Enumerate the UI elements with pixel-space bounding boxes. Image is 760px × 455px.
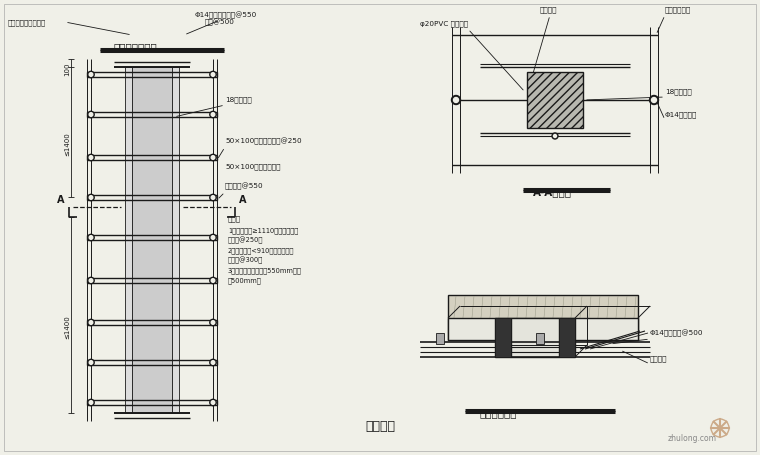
Text: ≤1400: ≤1400 — [64, 315, 70, 339]
Circle shape — [210, 154, 216, 161]
Text: A: A — [57, 195, 65, 205]
Circle shape — [89, 156, 93, 159]
Circle shape — [650, 96, 658, 105]
Circle shape — [553, 135, 556, 137]
Text: 撑木枋@250。: 撑木枋@250。 — [228, 237, 264, 244]
Circle shape — [88, 194, 94, 201]
Text: 钢管夹具@550: 钢管夹具@550 — [225, 182, 264, 190]
Text: 2、柱截面宽<910以下，柱模背: 2、柱截面宽<910以下，柱模背 — [228, 247, 294, 253]
Text: Φ14对拉螺栓竖向@550: Φ14对拉螺栓竖向@550 — [195, 12, 257, 20]
Text: 柱模立面大样图: 柱模立面大样图 — [114, 42, 158, 52]
Circle shape — [211, 73, 215, 76]
Text: φ20PVC 塑料套管: φ20PVC 塑料套管 — [420, 20, 468, 27]
Circle shape — [210, 234, 216, 241]
Circle shape — [210, 359, 216, 366]
Bar — [559, 318, 575, 357]
Text: 柱帽模板大样: 柱帽模板大样 — [480, 408, 518, 418]
Circle shape — [89, 279, 93, 282]
Text: Φ14对拉螺栓@500: Φ14对拉螺栓@500 — [650, 329, 704, 337]
Bar — [527, 72, 583, 128]
Bar — [172, 67, 179, 413]
Bar — [436, 333, 444, 344]
Circle shape — [89, 73, 93, 76]
Text: 50×100木枋（背楞）: 50×100木枋（背楞） — [225, 163, 280, 170]
Circle shape — [451, 96, 461, 105]
Text: 50×100木枋（背楞）@250: 50×100木枋（背楞）@250 — [225, 138, 302, 145]
Circle shape — [89, 236, 93, 239]
Circle shape — [88, 71, 94, 78]
Text: 钢管稳定支架: 钢管稳定支架 — [665, 6, 692, 13]
Text: A: A — [239, 195, 247, 205]
Bar — [448, 318, 638, 340]
Bar — [495, 318, 511, 357]
Circle shape — [210, 111, 216, 118]
Circle shape — [88, 277, 94, 284]
Circle shape — [210, 399, 216, 406]
Circle shape — [211, 361, 215, 364]
Circle shape — [88, 154, 94, 161]
Text: zhulong.com: zhulong.com — [668, 434, 717, 443]
Circle shape — [552, 133, 558, 139]
Circle shape — [211, 321, 215, 324]
Circle shape — [454, 97, 458, 102]
Bar — [132, 67, 172, 413]
Text: 撑木枋@300。: 撑木枋@300。 — [228, 257, 263, 264]
Text: 横向@500: 横向@500 — [205, 19, 235, 26]
Bar — [495, 318, 575, 357]
Bar — [448, 295, 638, 340]
Text: （图四）: （图四） — [365, 420, 395, 433]
Circle shape — [88, 359, 94, 366]
Circle shape — [210, 319, 216, 326]
Circle shape — [211, 236, 215, 239]
Circle shape — [89, 321, 93, 324]
Bar — [536, 333, 544, 344]
Circle shape — [211, 401, 215, 404]
Text: 注明：: 注明： — [228, 215, 241, 222]
Circle shape — [211, 196, 215, 199]
Circle shape — [88, 319, 94, 326]
Text: 红油漆涂上轴线标志: 红油漆涂上轴线标志 — [8, 19, 46, 25]
Bar — [125, 67, 132, 413]
Circle shape — [210, 71, 216, 78]
Text: ≤1400: ≤1400 — [64, 132, 70, 156]
Circle shape — [211, 279, 215, 282]
Text: 18厚九夹板: 18厚九夹板 — [665, 88, 692, 95]
Circle shape — [88, 399, 94, 406]
Text: A-A剖面图: A-A剖面图 — [533, 187, 572, 197]
Circle shape — [88, 234, 94, 241]
Text: Φ14对拉螺栓: Φ14对拉螺栓 — [665, 111, 698, 118]
Circle shape — [89, 196, 93, 199]
Circle shape — [210, 277, 216, 284]
Circle shape — [88, 111, 94, 118]
Text: 3、柱螺杆间距：竖向550mm；横: 3、柱螺杆间距：竖向550mm；横 — [228, 267, 302, 273]
Circle shape — [211, 156, 215, 159]
Circle shape — [211, 113, 215, 116]
Text: 1、柱截面宽≥1110以上，柱模背: 1、柱截面宽≥1110以上，柱模背 — [228, 227, 298, 233]
Text: 钢筋砼柱: 钢筋砼柱 — [540, 6, 558, 13]
Text: 钢管夹具: 钢管夹具 — [650, 355, 667, 362]
Text: 向500mm。: 向500mm。 — [228, 277, 261, 283]
Text: 100: 100 — [64, 63, 70, 76]
Circle shape — [210, 194, 216, 201]
Text: 18厚九夹板: 18厚九夹板 — [225, 96, 252, 103]
Circle shape — [651, 97, 657, 102]
Circle shape — [89, 361, 93, 364]
Circle shape — [89, 401, 93, 404]
Circle shape — [89, 113, 93, 116]
